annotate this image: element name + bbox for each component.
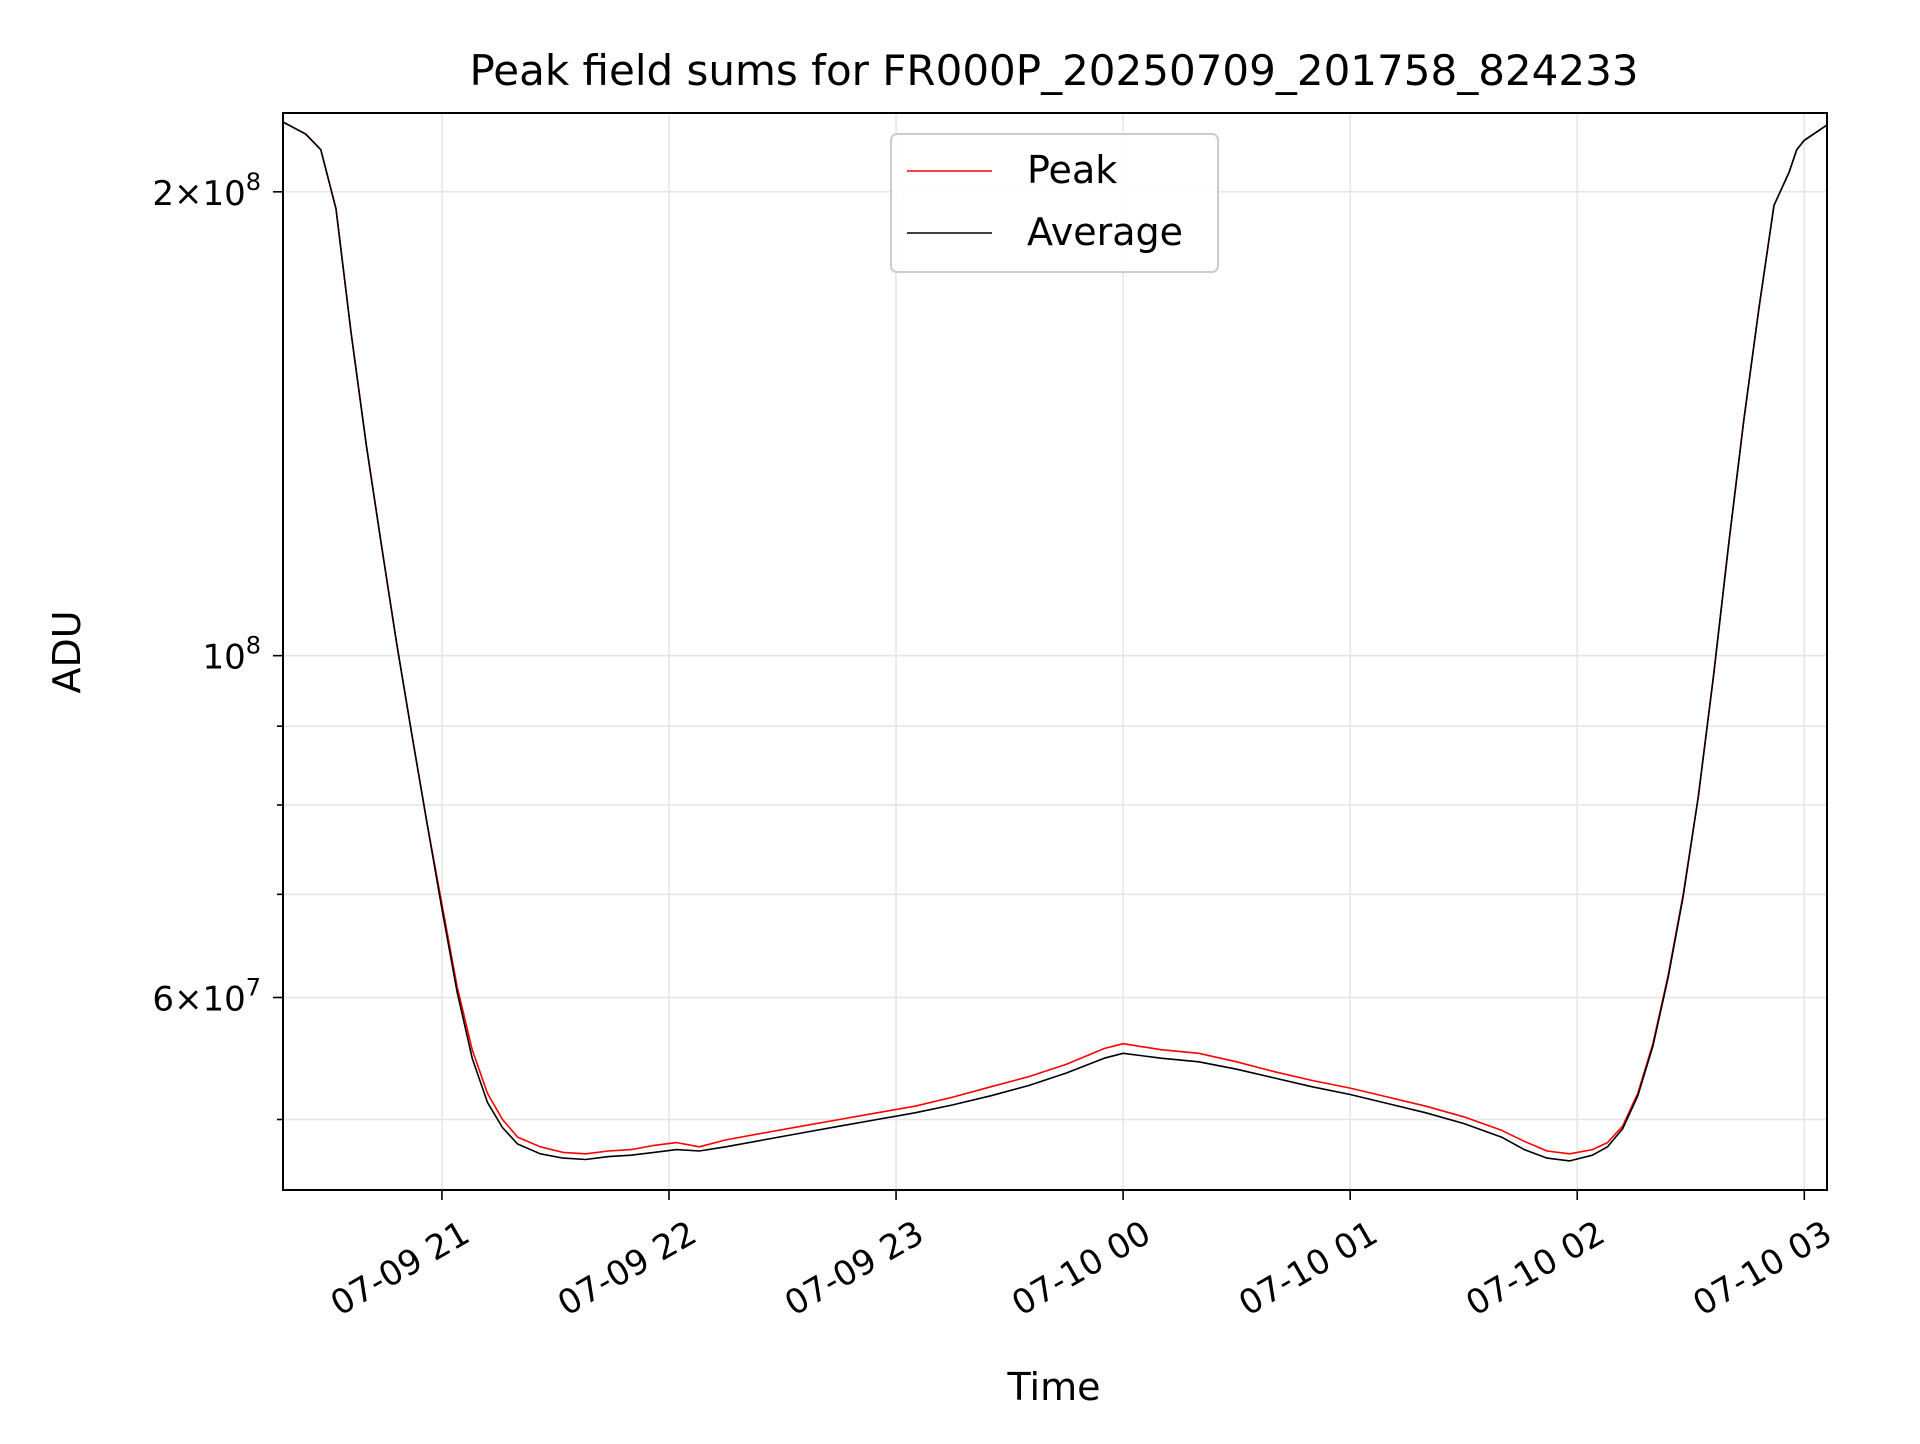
legend-label-average: Average <box>1027 210 1183 254</box>
x-axis-label: Time <box>1007 1365 1101 1409</box>
legend-box <box>890 133 1219 273</box>
plot-lines <box>282 121 1828 1162</box>
legend-label-peak: Peak <box>1027 148 1117 192</box>
y-tick-label: 6×107 <box>152 973 261 1019</box>
y-axis-label: ADU <box>45 610 89 693</box>
legend: Peak Average <box>890 133 1219 273</box>
chart-title: Peak field sums for FR000P_20250709_2017… <box>469 46 1638 95</box>
y-tick-label: 108 <box>202 632 261 678</box>
y-tick-label: 2×108 <box>152 168 261 214</box>
plot-frame <box>282 112 1828 1191</box>
series-line-average <box>282 121 1828 1162</box>
